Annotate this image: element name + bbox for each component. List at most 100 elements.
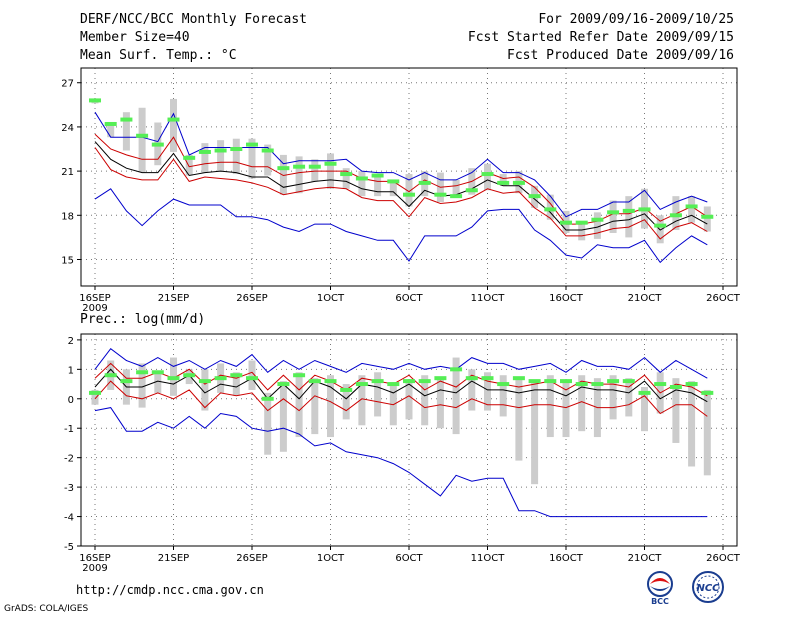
member-spread-box	[688, 381, 696, 467]
y-tick-label: -4	[64, 513, 74, 524]
median-marker	[512, 376, 525, 381]
median-marker	[528, 379, 541, 384]
median-marker	[560, 379, 572, 384]
member-spread-box	[358, 171, 366, 197]
member-spread-box	[578, 375, 586, 432]
member-spread-box	[342, 384, 350, 420]
member-spread-box	[248, 138, 256, 179]
member-spread-box	[295, 156, 303, 194]
median-marker	[340, 387, 353, 392]
series-line-plus_sd	[94, 362, 708, 397]
x-tick-sublabel: 2009	[82, 563, 107, 574]
member-spread-box	[217, 140, 225, 172]
precip-title: Prec.: log(mm/d)	[80, 312, 205, 327]
series-line-max	[94, 348, 708, 379]
median-marker	[120, 379, 133, 384]
member-spread-box	[374, 372, 382, 417]
member-spread-box	[452, 357, 460, 435]
median-marker	[638, 390, 651, 395]
member-spread-box	[421, 375, 429, 426]
median-marker	[230, 147, 243, 152]
y-tick-label: 1	[68, 365, 74, 376]
median-marker	[560, 220, 572, 225]
median-marker	[528, 194, 541, 199]
forecast-started-date: Fcst Started Refer Date 2009/09/15	[467, 30, 734, 45]
median-marker	[198, 379, 211, 384]
x-tick-label: 16OCT	[549, 293, 584, 304]
x-tick-label: 26SEP	[236, 293, 267, 304]
median-marker	[685, 204, 698, 209]
median-marker	[214, 376, 227, 381]
y-tick-label: -2	[64, 454, 74, 465]
x-tick-label: 26OCT	[706, 553, 741, 564]
median-marker	[575, 220, 588, 225]
median-marker	[450, 194, 463, 199]
panel-frame	[80, 333, 738, 547]
median-marker	[654, 223, 667, 228]
member-spread-box	[703, 389, 711, 476]
member-spread-box	[185, 154, 193, 176]
median-marker	[89, 390, 101, 395]
member-spread-box	[672, 196, 680, 231]
series-line-mean	[94, 368, 708, 403]
median-marker	[136, 370, 149, 375]
member-spread-box	[122, 112, 130, 151]
median-marker	[450, 367, 463, 372]
median-marker	[261, 396, 274, 401]
member-spread-box	[107, 122, 115, 138]
member-spread-box	[436, 378, 444, 429]
median-marker	[230, 373, 243, 378]
grads-credit: GrADS: COLA/IGES	[4, 604, 89, 614]
median-marker	[151, 370, 164, 375]
member-spread-box	[279, 381, 287, 452]
member-size-label: Member Size=40	[80, 30, 190, 45]
median-marker	[465, 188, 478, 193]
y-tick-label: 27	[61, 79, 74, 90]
member-spread-box	[358, 375, 366, 426]
member-spread-box	[609, 375, 617, 420]
median-marker	[669, 385, 682, 389]
median-marker	[481, 172, 494, 177]
x-tick-label: 6OCT	[395, 553, 423, 564]
member-spread-box	[342, 168, 350, 189]
series-line-mean	[94, 141, 708, 231]
member-spread-box	[531, 381, 539, 485]
y-tick-label: 18	[61, 211, 74, 222]
median-marker	[575, 382, 588, 387]
member-spread-box	[405, 381, 413, 420]
member-spread-box	[484, 163, 491, 191]
median-marker	[151, 142, 164, 147]
median-marker	[465, 376, 478, 381]
median-marker	[246, 376, 258, 381]
x-tick-label: 16OCT	[549, 553, 584, 564]
series-line-plus_sd	[94, 133, 708, 225]
source-url[interactable]: http://cmdp.ncc.cma.gov.cn	[76, 583, 264, 597]
member-spread-box	[201, 369, 209, 411]
member-spread-box	[264, 144, 272, 176]
member-spread-box	[311, 159, 319, 182]
median-marker	[167, 376, 180, 381]
x-tick-label: 16SEP	[79, 553, 110, 564]
member-spread-box	[232, 372, 240, 396]
member-spread-box	[546, 375, 554, 438]
median-marker	[261, 148, 274, 153]
bcc-logo-text: BCC	[651, 597, 669, 606]
median-marker	[481, 376, 494, 381]
median-marker	[418, 379, 431, 384]
median-marker	[89, 98, 101, 103]
median-marker	[497, 180, 510, 185]
series-line-min	[94, 407, 708, 518]
median-marker	[293, 373, 306, 378]
median-marker	[167, 117, 180, 122]
x-tick-label: 11OCT	[471, 293, 506, 304]
median-marker	[544, 207, 557, 212]
variable-label: Mean Surf. Temp.: °C	[80, 48, 237, 63]
x-tick-label: 21OCT	[628, 553, 663, 564]
y-tick-label: 0	[68, 395, 74, 406]
member-spread-box	[311, 378, 319, 435]
median-marker	[654, 382, 667, 387]
y-tick-label: 24	[61, 123, 74, 134]
x-tick-label: 11OCT	[471, 553, 506, 564]
y-tick-label: -5	[64, 542, 74, 553]
median-marker	[434, 376, 447, 381]
